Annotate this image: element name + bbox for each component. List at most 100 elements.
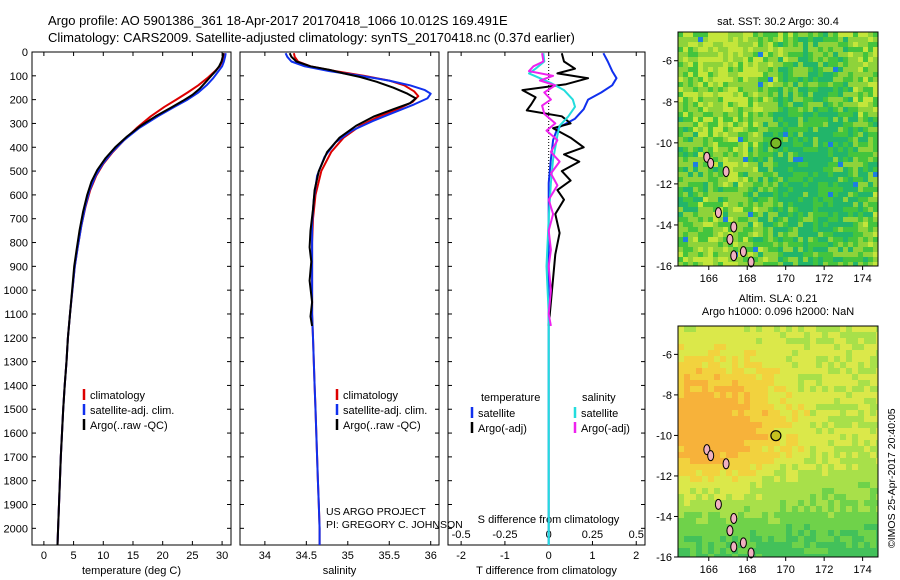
- map-cell: [750, 530, 756, 536]
- map-cell: [768, 338, 774, 344]
- map-cell: [793, 47, 798, 52]
- map-cell: [693, 247, 698, 252]
- map-cell: [864, 542, 870, 548]
- map-cell: [768, 107, 773, 112]
- map-cell: [753, 92, 758, 97]
- map-cell: [683, 112, 688, 117]
- map-cell: [720, 506, 726, 512]
- map-cell: [813, 122, 818, 127]
- map-cell: [834, 440, 840, 446]
- plot-frame: [447, 51, 646, 546]
- map-cell: [726, 404, 732, 410]
- map-cell: [793, 177, 798, 182]
- map-cell: [808, 222, 813, 227]
- map-cell: [822, 428, 828, 434]
- map-cell: [852, 446, 858, 452]
- map-cell: [863, 207, 868, 212]
- map-cell: [840, 422, 846, 428]
- map-cell: [708, 167, 713, 172]
- map-cell: [834, 506, 840, 512]
- map-cell: [708, 197, 713, 202]
- map-cell: [834, 482, 840, 488]
- map-cell: [858, 374, 864, 380]
- map-cell: [690, 530, 696, 536]
- map-cell: [732, 500, 738, 506]
- map-cell: [720, 488, 726, 494]
- map-cell: [723, 182, 728, 187]
- map-cell: [733, 52, 738, 57]
- map-cell: [818, 152, 823, 157]
- map-cell: [713, 252, 718, 257]
- map-cell: [833, 147, 838, 152]
- map-cell: [738, 362, 744, 368]
- map-cell: [688, 192, 693, 197]
- x-tick-label: -1: [500, 550, 510, 562]
- map-cell: [698, 162, 703, 167]
- map-cell: [868, 217, 873, 222]
- map-cell: [783, 82, 788, 87]
- map-cell: [748, 252, 753, 257]
- legend-entry: Argo(..raw -QC): [90, 420, 168, 432]
- map-cell: [698, 62, 703, 67]
- map-cell: [818, 92, 823, 97]
- map-cell: [793, 127, 798, 132]
- map-cell: [720, 326, 726, 332]
- map-cell: [848, 102, 853, 107]
- map-cell: [748, 122, 753, 127]
- map-cell: [873, 147, 878, 152]
- map-cell: [786, 386, 792, 392]
- map-cell: [852, 464, 858, 470]
- map-cell: [858, 410, 864, 416]
- map-cell: [876, 416, 878, 422]
- map-cell: [783, 207, 788, 212]
- map-cell: [838, 82, 843, 87]
- map-cell: [780, 374, 786, 380]
- map-cell: [743, 227, 748, 232]
- map-cell: [864, 326, 870, 332]
- map-cell: [684, 518, 690, 524]
- map-cell: [818, 102, 823, 107]
- map-cell: [696, 392, 702, 398]
- map-cell: [870, 404, 876, 410]
- map-cell: [843, 112, 848, 117]
- map-cell: [823, 167, 828, 172]
- map-cell: [708, 187, 713, 192]
- map-cell: [678, 362, 684, 368]
- map-cell: [773, 172, 778, 177]
- map-cell: [693, 107, 698, 112]
- map-cell: [743, 72, 748, 77]
- map-cell: [798, 434, 804, 440]
- map-cell: [718, 252, 723, 257]
- map-cell: [870, 494, 876, 500]
- map-cell: [758, 42, 763, 47]
- map-cell: [758, 182, 763, 187]
- map-cell: [702, 458, 708, 464]
- map-cell: [843, 97, 848, 102]
- map-cell: [798, 42, 803, 47]
- map-cell: [876, 428, 878, 434]
- y-tick-label: 1100: [4, 309, 28, 321]
- map-cell: [750, 464, 756, 470]
- map-cell: [768, 152, 773, 157]
- map-cell: [840, 440, 846, 446]
- map-cell: [733, 87, 738, 92]
- map-cell: [758, 32, 763, 37]
- map-cell: [816, 464, 822, 470]
- map-cell: [738, 147, 743, 152]
- map-cell: [783, 107, 788, 112]
- map-cell: [723, 252, 728, 257]
- map-cell: [753, 192, 758, 197]
- map-cell: [833, 82, 838, 87]
- map-cell: [733, 247, 738, 252]
- map-cell: [793, 77, 798, 82]
- map-cell: [852, 386, 858, 392]
- map-cell: [786, 482, 792, 488]
- map-cell: [804, 548, 810, 554]
- map-cell: [843, 232, 848, 237]
- x-tick-label: 0: [546, 550, 552, 562]
- map-cell: [763, 252, 768, 257]
- map-cell: [750, 470, 756, 476]
- map-cell: [873, 152, 878, 157]
- map-cell: [738, 222, 743, 227]
- map-cell: [693, 182, 698, 187]
